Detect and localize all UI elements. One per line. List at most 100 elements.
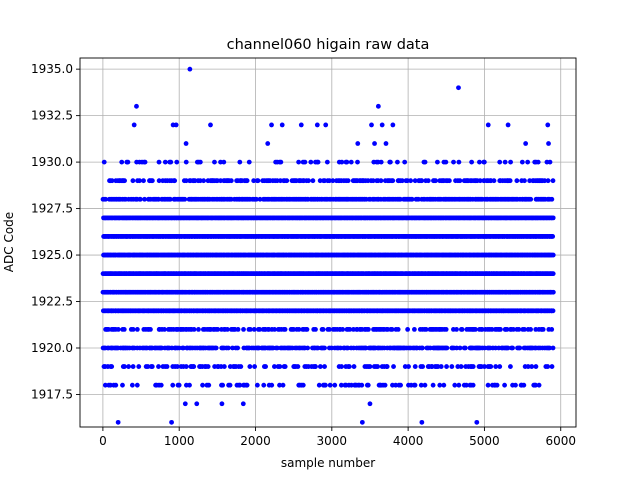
data-point [510,327,516,332]
data-point [277,364,283,369]
data-point [148,327,153,332]
data-point [454,345,460,351]
data-point [474,419,480,425]
data-point [137,178,142,184]
data-point [391,364,396,369]
data-point [156,364,161,369]
data-point [183,364,189,369]
data-point [550,345,556,351]
data-point [215,327,221,332]
data-point [228,178,234,184]
data-point [269,382,275,388]
data-point [173,122,179,128]
data-point [457,178,463,184]
data-point [504,327,510,332]
y-tick-label: 1925.0 [31,248,73,262]
data-point [302,159,308,165]
data-point [274,345,280,351]
data-point [103,196,108,202]
data-point [438,364,444,369]
data-point [409,196,415,202]
data-point [489,327,495,332]
x-axis-label: sample number [281,456,375,470]
x-tick-label: 2000 [240,434,271,448]
data-point [220,382,226,388]
data-point [320,327,326,332]
data-point [383,141,389,146]
data-point [174,364,180,369]
data-point [206,382,212,388]
data-point [545,364,551,369]
data-point [521,382,527,388]
data-point [119,159,125,165]
data-point [522,327,527,332]
data-point [240,401,246,407]
data-point [378,178,384,184]
data-point [338,345,343,351]
data-point [191,327,197,332]
data-point [547,345,552,351]
data-point [419,178,425,184]
data-point [196,327,201,332]
data-point [444,345,450,351]
data-point [493,364,499,369]
data-point [550,289,556,295]
data-point [327,382,333,388]
data-point [398,382,403,388]
data-point [549,196,555,202]
data-point [180,345,186,351]
data-point [454,327,459,332]
data-point [505,122,511,128]
data-point [158,382,164,388]
data-point [470,364,476,369]
data-point [241,327,246,332]
data-point [425,178,431,184]
x-tick-label: 6000 [545,434,576,448]
data-point [134,103,139,109]
data-point [549,364,555,369]
data-point [408,178,414,184]
data-point [254,196,259,202]
data-point [406,364,411,369]
data-point [397,196,403,202]
data-point [455,364,461,369]
data-point [393,382,399,388]
data-point [370,178,376,184]
data-point [212,159,217,165]
data-point [441,382,447,388]
data-point [525,364,531,369]
data-point [513,382,518,388]
data-point [508,159,513,165]
data-point [197,178,203,184]
data-point [363,345,369,351]
data-point [183,159,189,165]
data-point [252,364,257,369]
data-point [462,345,468,351]
axis-ticks: 0 1000 2000 3000 4000 5000 6000 1917.5 1920.0 192… [31,62,576,448]
data-point [183,141,189,146]
data-point [120,382,125,388]
data-point [473,327,478,332]
data-point [347,327,353,332]
data-point [390,122,396,128]
data-point [130,364,136,369]
data-point [142,159,148,165]
data-point [384,364,390,369]
data-point [402,159,408,165]
data-point [315,159,321,165]
data-point [367,364,373,369]
data-point [125,159,131,165]
plot-frame [79,57,577,428]
data-point [227,382,233,388]
data-point [251,327,257,332]
data-point [395,327,401,332]
data-point [194,401,200,407]
data-point [164,364,170,369]
data-point [340,327,346,332]
data-point [254,382,260,388]
data-point [200,382,205,388]
data-point [182,196,188,202]
data-point [109,364,115,369]
x-tick-label: 5000 [469,434,500,448]
